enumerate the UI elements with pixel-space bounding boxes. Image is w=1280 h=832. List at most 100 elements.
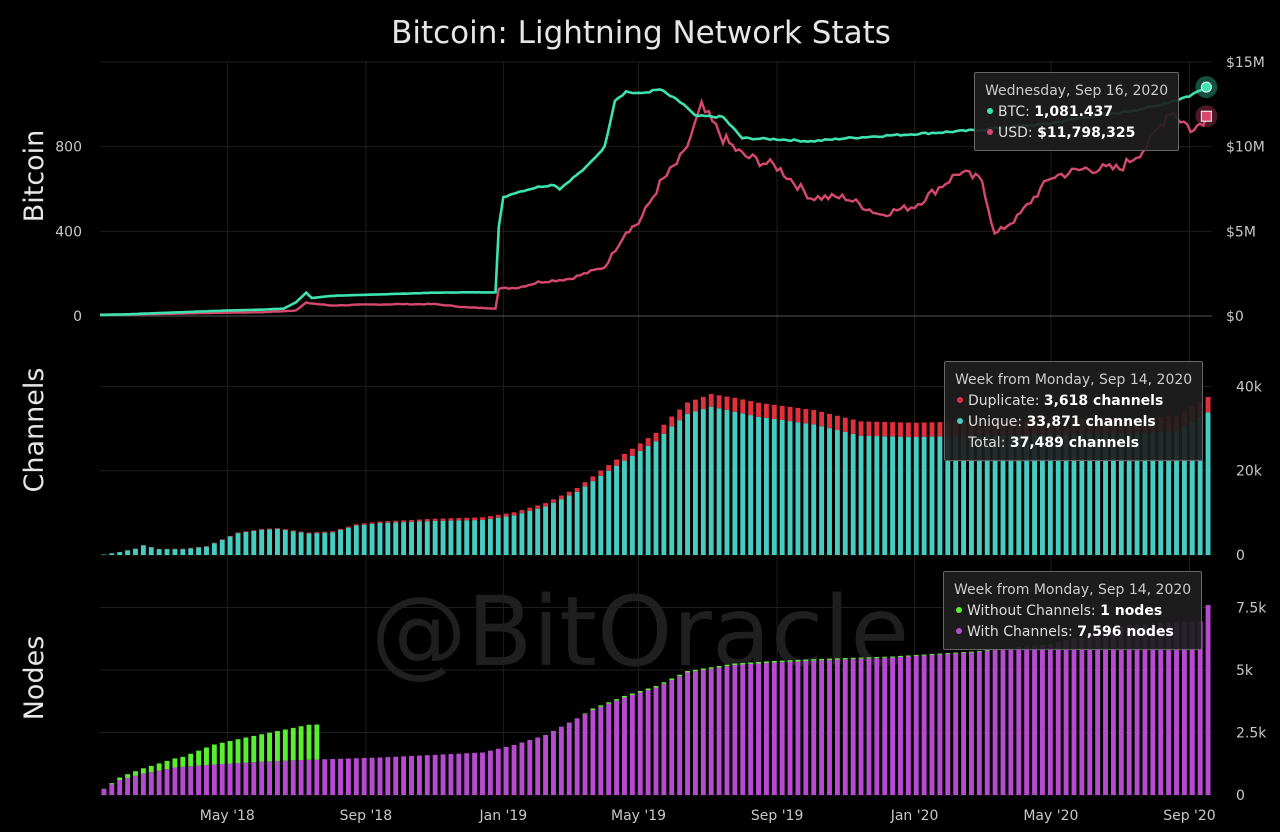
duplicate-channels-bar	[929, 422, 935, 437]
unique-channels-bar	[795, 422, 801, 555]
unique-channels-bar	[251, 530, 257, 555]
unique-channels-bar	[637, 450, 643, 555]
with-channels-bar	[921, 655, 927, 795]
unique-channels-bar	[858, 435, 864, 555]
unique-channels-bar	[614, 465, 620, 555]
duplicate-channels-bar	[653, 432, 659, 442]
with-channels-bar	[1063, 641, 1069, 795]
duplicate-channels-bar	[227, 535, 233, 537]
unique-channels-bar	[125, 550, 131, 555]
channels-tooltip-header: Week from Monday, Sep 14, 2020	[955, 372, 1193, 388]
with-channels-bar	[629, 695, 635, 795]
with-channels-bar	[1032, 646, 1037, 795]
duplicate-channels-bar	[243, 531, 249, 532]
with-channels-bar	[1205, 605, 1211, 795]
with-channels-bar	[377, 757, 383, 795]
usd-legend-dot	[987, 129, 993, 135]
without-channels-bar	[298, 726, 304, 760]
without-channels-bar	[164, 760, 170, 770]
unique-channels-bar	[677, 420, 683, 555]
without-channels-bar	[243, 737, 249, 763]
without-channels-bar	[677, 674, 683, 677]
duplicate-channels-bar	[282, 529, 288, 531]
without-channels-bar	[827, 658, 832, 660]
with-channels-bar	[969, 652, 974, 795]
total-label: Total:	[968, 435, 1010, 451]
unique-channels-bar	[1016, 434, 1022, 555]
x-tick-label: Jan '19	[478, 808, 527, 824]
bitcoin-tooltip-usd-row: USD: $11,798,325	[985, 123, 1168, 144]
with-channels-bar	[1095, 633, 1101, 795]
with-channels-bar	[984, 651, 990, 795]
bitcoin-tooltip-header: Wednesday, Sep 16, 2020	[985, 83, 1169, 99]
unique-channels-bar	[582, 486, 588, 555]
nodes-tooltip-header: Week from Monday, Sep 14, 2020	[954, 582, 1192, 598]
with-channels-bar	[409, 755, 414, 795]
without-channels-bar	[874, 657, 880, 659]
with-channels-bar	[1142, 624, 1148, 795]
duplicate-channels-bar	[551, 499, 556, 503]
btc-hover-point	[1200, 81, 1212, 93]
duplicate-channels-bar	[566, 491, 572, 496]
unique-channels-bar	[133, 548, 138, 555]
unique-channels-bar	[227, 536, 233, 555]
unique-channels-bar	[1181, 426, 1187, 555]
without-channels-bar	[724, 664, 730, 667]
with-channels-bar	[882, 657, 888, 795]
duplicate-channels-bar	[401, 520, 407, 523]
with-channels-bar	[700, 670, 706, 795]
duplicate-channels-bar	[298, 531, 304, 533]
with-channels-bar	[211, 764, 217, 795]
with-channels-bar	[243, 762, 249, 795]
btc-legend-dot	[987, 108, 993, 114]
unique-channels-bar	[574, 491, 580, 555]
unique-channels-bar	[811, 424, 817, 555]
unique-channels-bar	[992, 435, 998, 555]
nodes-y-tick-label: 2.5k	[1236, 726, 1267, 742]
duplicate-channels-bar	[416, 519, 422, 522]
btc-value: 1,081.437	[1034, 104, 1114, 120]
with-channels-bar	[1174, 622, 1179, 795]
without-channels-bar	[614, 699, 620, 701]
duplicate-channels-bar	[369, 522, 375, 524]
duplicate-channels-bar	[685, 402, 690, 414]
unique-channels-bar	[117, 552, 123, 555]
x-tick-label: May '20	[1023, 808, 1078, 824]
unique-channels-bar	[275, 528, 280, 555]
unique-channels-bar	[204, 546, 209, 555]
unique-channels-bar	[937, 436, 943, 555]
usd-y-tick-label: $5M	[1226, 224, 1256, 240]
unique-channels-bar	[448, 520, 454, 555]
unique-channels-bar	[464, 520, 470, 555]
with-channels-bar	[259, 761, 265, 795]
nodes-y-tick-label: 7.5k	[1236, 601, 1267, 617]
with-channels-bar	[306, 759, 312, 795]
duplicate-channels-bar	[606, 465, 612, 471]
unique-channels-bar	[866, 435, 872, 555]
without-channels-bar	[819, 658, 825, 661]
duplicate-channels-bar	[866, 421, 872, 436]
duplicate-channels-bar	[361, 523, 367, 525]
unique-channels-bar	[1103, 433, 1108, 555]
duplicate-label: Duplicate:	[968, 393, 1044, 409]
duplicate-channels-bar	[322, 531, 328, 533]
with-channels-bar	[771, 662, 777, 795]
btc-label: BTC:	[998, 104, 1035, 120]
unique-channels-bar	[898, 436, 903, 555]
with-channels-bar	[606, 703, 612, 795]
with-channels-bar	[724, 666, 730, 795]
with-channels-bar	[322, 759, 328, 795]
duplicate-channels-bar	[874, 421, 880, 437]
without-channels-bar	[866, 657, 872, 659]
with-channels-bar	[1110, 629, 1116, 795]
channels-tooltip-dup-row: Duplicate: 3,618 channels	[955, 391, 1192, 412]
without-channels-bar	[219, 742, 225, 764]
duplicate-channels-bar	[259, 529, 265, 530]
without-channels-bar	[188, 753, 194, 767]
duplicate-channels-bar	[819, 411, 825, 427]
without-channels-bar	[898, 656, 903, 657]
without-channels-bar	[590, 708, 596, 710]
without-channels-bar	[282, 729, 288, 761]
unique-channels-bar	[1047, 434, 1053, 555]
unique-channels-bar	[385, 522, 391, 555]
